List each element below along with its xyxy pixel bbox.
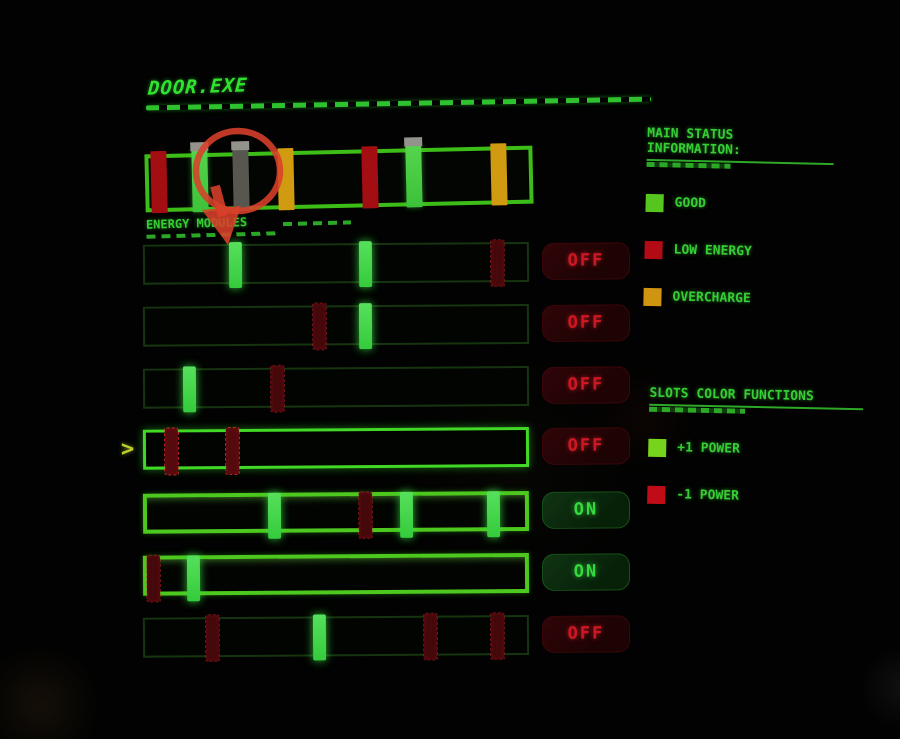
main-status-heading-dash	[646, 161, 731, 169]
legend-label: -1 POWER	[676, 487, 740, 504]
legend-swatch	[647, 485, 666, 504]
main-status-bar	[144, 143, 534, 214]
power-slot-minus[interactable]	[269, 364, 286, 413]
legend-item: LOW ENERGY	[644, 240, 831, 263]
slots-color-panel: SLOTS COLOR FUNCTIONS +1 POWER -1 POWER	[646, 385, 864, 536]
main-status-heading: MAIN STATUS INFORMATION:	[646, 125, 835, 166]
power-slot-minus[interactable]	[422, 612, 439, 661]
module-slot-bar[interactable]	[142, 364, 530, 413]
power-slot-plus[interactable]	[183, 366, 197, 413]
module-power-button[interactable]: OFF	[541, 427, 631, 465]
power-slot-minus[interactable]	[489, 239, 505, 288]
power-slot-minus[interactable]	[224, 427, 240, 476]
module-row: OFF	[142, 612, 631, 663]
legend-swatch	[643, 287, 662, 306]
module-row: OFF >	[121, 426, 631, 476]
module-slot-bar[interactable]	[142, 239, 530, 289]
power-slot-minus[interactable]	[311, 302, 328, 351]
status-slot-low_energy	[150, 150, 168, 214]
selection-cursor: >	[120, 436, 135, 462]
module-row: OFF	[142, 364, 631, 413]
module-row: ON	[142, 552, 631, 603]
module-slot-bar[interactable]	[142, 302, 530, 351]
module-row: OFF	[142, 239, 631, 289]
legend-item: -1 POWER	[647, 485, 861, 508]
legend-label: LOW ENERGY	[673, 242, 753, 260]
status-slot-overcharge	[277, 148, 295, 211]
main-status-panel: MAIN STATUS INFORMATION: GOOD LOW ENERGY O…	[643, 125, 835, 338]
power-slot-minus[interactable]	[489, 612, 505, 661]
power-slot-minus[interactable]	[145, 554, 162, 603]
module-power-button[interactable]: OFF	[541, 242, 631, 280]
energy-label-trailing-dashes	[282, 220, 352, 227]
module-power-button[interactable]: ON	[541, 491, 631, 529]
module-slot-bar[interactable]	[142, 612, 530, 663]
slots-color-heading-dash	[649, 406, 746, 414]
power-slot-minus[interactable]	[163, 427, 180, 476]
module-slot-bar[interactable]	[142, 553, 530, 603]
power-slot-plus[interactable]	[186, 555, 200, 602]
power-slot-plus[interactable]	[267, 492, 282, 539]
status-slot-empty	[231, 149, 250, 212]
module-power-button[interactable]: ON	[541, 553, 631, 591]
legend-item: GOOD	[645, 193, 832, 216]
module-row: OFF	[142, 302, 631, 351]
power-slot-minus[interactable]	[357, 491, 373, 540]
module-power-button[interactable]: OFF	[541, 366, 631, 404]
status-slot-good	[404, 145, 423, 208]
legend-label: OVERCHARGE	[672, 289, 751, 307]
module-power-button[interactable]: OFF	[541, 304, 631, 342]
module-row: ON	[142, 490, 631, 540]
legend-label: +1 POWER	[677, 440, 741, 457]
legend-swatch	[644, 240, 663, 259]
module-slot-bar[interactable]	[142, 427, 530, 476]
status-slot-good	[191, 149, 209, 213]
energy-module-section: ENERGY MODULES	[145, 210, 352, 239]
main-status-legend: GOOD LOW ENERGY OVERCHARGE	[643, 193, 833, 310]
legend-swatch	[645, 193, 664, 212]
status-slot-overcharge	[490, 143, 508, 206]
power-slot-plus[interactable]	[312, 614, 327, 661]
energy-module-label: ENERGY MODULES	[145, 215, 248, 232]
power-slot-plus[interactable]	[358, 241, 373, 288]
module-power-button[interactable]: OFF	[541, 615, 631, 653]
status-slot-low_energy	[361, 146, 379, 209]
power-slot-plus[interactable]	[228, 242, 243, 289]
slots-color-legend: +1 POWER -1 POWER	[647, 438, 862, 508]
power-slot-plus[interactable]	[358, 303, 373, 350]
power-slot-plus[interactable]	[400, 491, 414, 538]
power-slot-minus[interactable]	[204, 614, 221, 663]
legend-item: OVERCHARGE	[643, 287, 830, 310]
app-title: DOOR.EXE	[147, 74, 249, 100]
title-underline	[145, 96, 652, 111]
legend-swatch	[648, 438, 667, 457]
legend-item: +1 POWER	[648, 438, 862, 461]
legend-label: GOOD	[674, 195, 707, 212]
power-slot-plus[interactable]	[487, 491, 501, 538]
module-slot-bar[interactable]	[142, 491, 530, 540]
